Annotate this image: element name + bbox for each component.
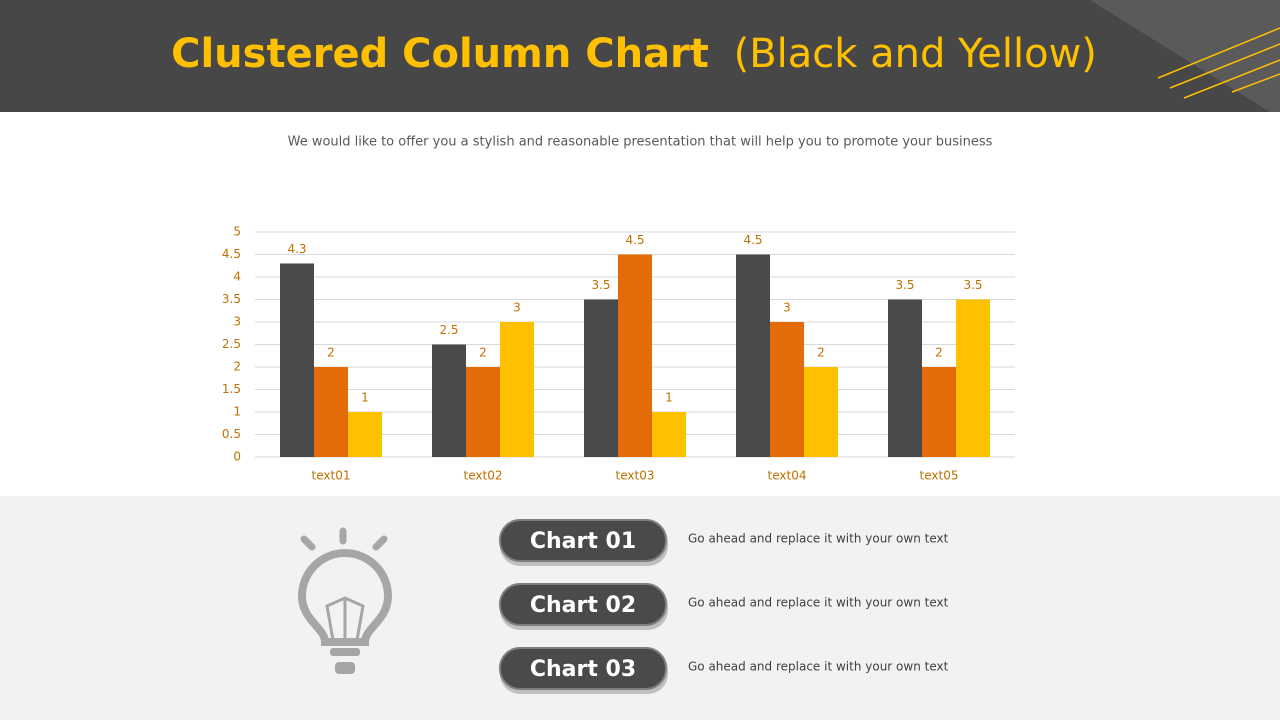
- bar: [652, 412, 686, 457]
- bar: [280, 263, 314, 457]
- x-tick-label: text03: [616, 469, 655, 483]
- bulb-icon: [297, 527, 393, 674]
- y-tick-label: 0.5: [222, 427, 241, 441]
- title-note: (Black and Yellow): [734, 31, 1097, 77]
- y-tick-label: 5: [233, 225, 241, 239]
- title-main: Clustered Column Chart: [171, 31, 709, 77]
- data-label: 4.3: [287, 242, 306, 256]
- y-tick-label: 4: [233, 270, 241, 284]
- x-tick-label: text01: [312, 469, 351, 483]
- data-label: 1: [665, 391, 673, 405]
- bar: [736, 254, 770, 457]
- bar: [432, 344, 466, 457]
- y-tick-label: 0: [233, 450, 241, 464]
- x-tick-label: text05: [920, 469, 959, 483]
- data-label: 4.5: [625, 233, 644, 247]
- data-label: 3.5: [895, 278, 914, 292]
- data-label: 3.5: [963, 278, 982, 292]
- bar: [584, 299, 618, 457]
- bar: [804, 367, 838, 457]
- y-tick-label: 2.5: [222, 337, 241, 351]
- y-tick-label: 3.5: [222, 292, 241, 306]
- data-label: 2: [327, 346, 335, 360]
- data-label: 2.5: [439, 323, 458, 337]
- bar: [314, 367, 348, 457]
- data-label: 2: [479, 346, 487, 360]
- data-label: 3: [513, 301, 521, 315]
- button-label: Chart 01: [530, 529, 636, 554]
- data-label: 3: [783, 301, 791, 315]
- item-text: Go ahead and replace it with your own te…: [688, 532, 949, 546]
- y-tick-label: 1.5: [222, 382, 241, 396]
- bar: [500, 322, 534, 457]
- bar: [922, 367, 956, 457]
- y-tick-label: 1: [233, 405, 241, 419]
- chart-button: [499, 647, 667, 690]
- header-lines: [1157, 27, 1280, 99]
- data-label: 3.5: [591, 278, 610, 292]
- chart: 0 0.5 1 1.5 2 2.5 3 3.5 4 4.5 5 text01 4.3 2 1 text02 2.…: [222, 225, 1015, 483]
- data-label: 2: [935, 346, 943, 360]
- data-label: 2: [817, 346, 825, 360]
- y-tick-label: 3: [233, 315, 241, 329]
- subtitle: We would like to offer you a stylish and…: [288, 135, 993, 150]
- chart-button: [499, 583, 667, 626]
- data-label: 4.5: [743, 233, 762, 247]
- header-bar: [0, 0, 1280, 112]
- x-tick-label: text04: [768, 469, 807, 483]
- header-accent: [1090, 0, 1280, 112]
- items: Chart 01 Go ahead and replace it with you…: [499, 519, 949, 694]
- button-label: Chart 03: [530, 657, 636, 682]
- bar: [348, 412, 382, 457]
- chart-button: [499, 519, 667, 562]
- bar: [770, 322, 804, 457]
- item-text: Go ahead and replace it with your own te…: [688, 596, 949, 610]
- title: Clustered Column Chart (Black and Yellow…: [171, 31, 1097, 77]
- bar: [466, 367, 500, 457]
- bar: [888, 299, 922, 457]
- bar: [618, 254, 652, 457]
- x-tick-label: text02: [464, 469, 503, 483]
- button-label: Chart 02: [530, 593, 636, 618]
- bar: [956, 299, 990, 457]
- item-text: Go ahead and replace it with your own te…: [688, 660, 949, 674]
- data-label: 1: [361, 391, 369, 405]
- y-tick-label: 2: [233, 360, 241, 374]
- y-tick-label: 4.5: [222, 247, 241, 261]
